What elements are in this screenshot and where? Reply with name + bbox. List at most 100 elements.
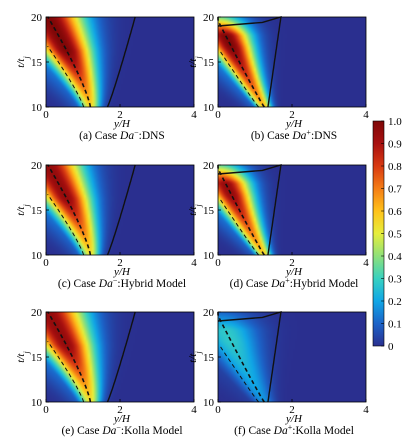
- y-axis-label-sub: j: [194, 56, 203, 60]
- x-tick-label: 0: [215, 404, 221, 416]
- y-axis-label: t/tj: [187, 204, 203, 216]
- colorbar-tick-label: 1.0: [388, 116, 402, 128]
- colorbar-tick-label: 0.9: [388, 139, 402, 151]
- panel-d: 0 2 4 10 15 20 y/H t/tj (d) Case Da+:Hybrid Mode…: [187, 160, 369, 290]
- x-tick-label: 2: [117, 109, 123, 121]
- caption-sup: +: [306, 128, 311, 137]
- y-axis-label-main: t/t: [187, 58, 199, 68]
- y-tick-label: 15: [203, 352, 215, 364]
- caption-prefix: (f) Case: [234, 425, 274, 437]
- x-tick-label: 0: [215, 257, 221, 269]
- caption-prefix: (d) Case: [230, 278, 272, 290]
- inner-dashed-contour: [219, 198, 259, 256]
- heatmap-field: [218, 165, 366, 255]
- y-tick-label: 15: [31, 57, 43, 69]
- x-tick-label: 4: [191, 257, 197, 269]
- y-tick-label: 15: [203, 205, 215, 217]
- x-tick-label: 2: [117, 404, 123, 416]
- ridge-dashed-line: [217, 165, 265, 256]
- inner-dashed-contour: [219, 50, 259, 108]
- y-axis-label: t/tj: [187, 56, 203, 68]
- inner-dashed-contour: [47, 341, 85, 403]
- y-axis-label-sub: j: [22, 204, 31, 208]
- panel-f: 0 2 4 10 15 20 y/H t/tj (f) Case Da+:Kolla Model: [187, 307, 369, 437]
- colorbar-tick-label: 0.8: [388, 161, 402, 173]
- x-tick-label: 2: [117, 257, 123, 269]
- y-tick-label: 10: [203, 102, 215, 114]
- caption-case: Da: [119, 130, 134, 142]
- heatmap-field: [218, 312, 366, 402]
- colorbar-tick-label: 0: [388, 341, 394, 353]
- ridge-dashed-line: [47, 16, 92, 108]
- caption-suffix: :Hybrid Model: [117, 278, 186, 290]
- colorbar-tick-label: 0.4: [388, 251, 402, 263]
- y-tick-label: 15: [31, 352, 43, 364]
- y-axis-label-sub: j: [22, 351, 31, 355]
- y-axis-label: t/tj: [15, 351, 31, 363]
- colorbar-tick-label: 0.1: [388, 319, 402, 331]
- x-axis-label: y/H: [113, 413, 131, 425]
- x-axis-label: y/H: [285, 266, 303, 278]
- caption-prefix: (b) Case: [251, 130, 293, 142]
- y-axis-label-main: t/t: [15, 206, 27, 216]
- caption-case: Da: [270, 278, 285, 290]
- y-tick-label: 15: [203, 57, 215, 69]
- x-axis-label: y/H: [113, 266, 131, 278]
- x-tick-label: 2: [289, 404, 295, 416]
- ridge-dashed-line: [47, 311, 92, 403]
- x-tick-label: 4: [363, 257, 369, 269]
- caption-sup: −: [113, 276, 118, 285]
- y-axis-label-main: t/t: [187, 353, 199, 363]
- x-tick-label: 4: [191, 404, 197, 416]
- ridge-dashed-line: [47, 164, 92, 256]
- y-tick-label: 20: [203, 160, 215, 172]
- panel-caption: (e) Case Da−:Kolla Model: [61, 423, 182, 438]
- x-tick-label: 0: [43, 404, 49, 416]
- x-tick-label: 2: [289, 109, 295, 121]
- colorbar-tick-label: 0.3: [388, 274, 402, 286]
- y-axis-label: t/tj: [15, 56, 31, 68]
- outer-solid-contour: [217, 311, 282, 403]
- y-tick-label: 20: [31, 12, 43, 24]
- panel-caption: (c) Case Da−:Hybrid Model: [58, 276, 186, 291]
- y-tick-label: 20: [203, 307, 215, 319]
- x-axis-label: y/H: [285, 118, 303, 130]
- y-tick-label: 10: [31, 397, 43, 409]
- ridge-dashed-line: [217, 312, 265, 403]
- y-tick-label: 10: [31, 250, 43, 262]
- y-tick-label: 15: [31, 205, 43, 217]
- x-axis-label: y/H: [113, 118, 131, 130]
- x-tick-label: 4: [191, 109, 197, 121]
- y-tick-label: 20: [203, 12, 215, 24]
- caption-sup: +: [285, 276, 290, 285]
- outer-solid-contour: [106, 16, 136, 108]
- caption-sup: +: [288, 423, 293, 432]
- caption-case: Da: [98, 278, 113, 290]
- outer-solid-contour: [217, 164, 282, 256]
- panel-caption: (f) Case Da+:Kolla Model: [234, 423, 354, 438]
- outer-solid-contour: [106, 311, 136, 403]
- caption-prefix: (e) Case: [61, 425, 102, 437]
- y-axis-label-sub: j: [22, 56, 31, 60]
- x-axis-label: y/H: [285, 413, 303, 425]
- caption-suffix: :Hybrid Model: [290, 278, 359, 290]
- x-tick-label: 2: [289, 257, 295, 269]
- colorbar-tick-label: 0.6: [388, 206, 402, 218]
- panel-caption: (b) Case Da+:DNS: [251, 128, 337, 143]
- heatmap-field: [46, 165, 194, 255]
- heatmap-field: [46, 312, 194, 402]
- x-tick-label: 0: [215, 109, 221, 121]
- colorbar-tick-label: 0.5: [388, 229, 402, 241]
- panel-caption: (d) Case Da+:Hybrid Model: [230, 276, 359, 291]
- caption-suffix: :Kolla Model: [121, 425, 183, 437]
- y-tick-label: 20: [31, 307, 43, 319]
- heatmap-field: [218, 17, 366, 107]
- panel-b: 0 2 4 10 15 20 y/H t/tj (b) Case Da+:DNS: [187, 12, 369, 142]
- y-axis-label-sub: j: [194, 351, 203, 355]
- colorbar-tick-label: 0.7: [388, 184, 402, 196]
- colorbar: 0 0.1 0.2 0.3 0.4 0.5 0.6 0.7 0.8 0.9 1.0: [372, 116, 402, 353]
